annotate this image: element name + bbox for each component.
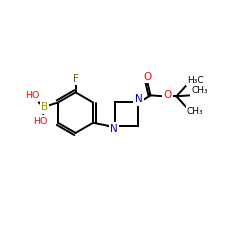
- Text: O: O: [163, 90, 172, 100]
- Text: N: N: [110, 124, 118, 134]
- Text: HO: HO: [25, 91, 39, 100]
- Text: CH₃: CH₃: [191, 86, 208, 96]
- Text: H₃C: H₃C: [187, 76, 204, 85]
- Text: HO: HO: [34, 117, 48, 126]
- Text: B: B: [41, 102, 48, 113]
- Text: O: O: [144, 72, 152, 82]
- Text: F: F: [72, 74, 78, 84]
- Text: N: N: [135, 94, 142, 104]
- Text: CH₃: CH₃: [187, 107, 204, 116]
